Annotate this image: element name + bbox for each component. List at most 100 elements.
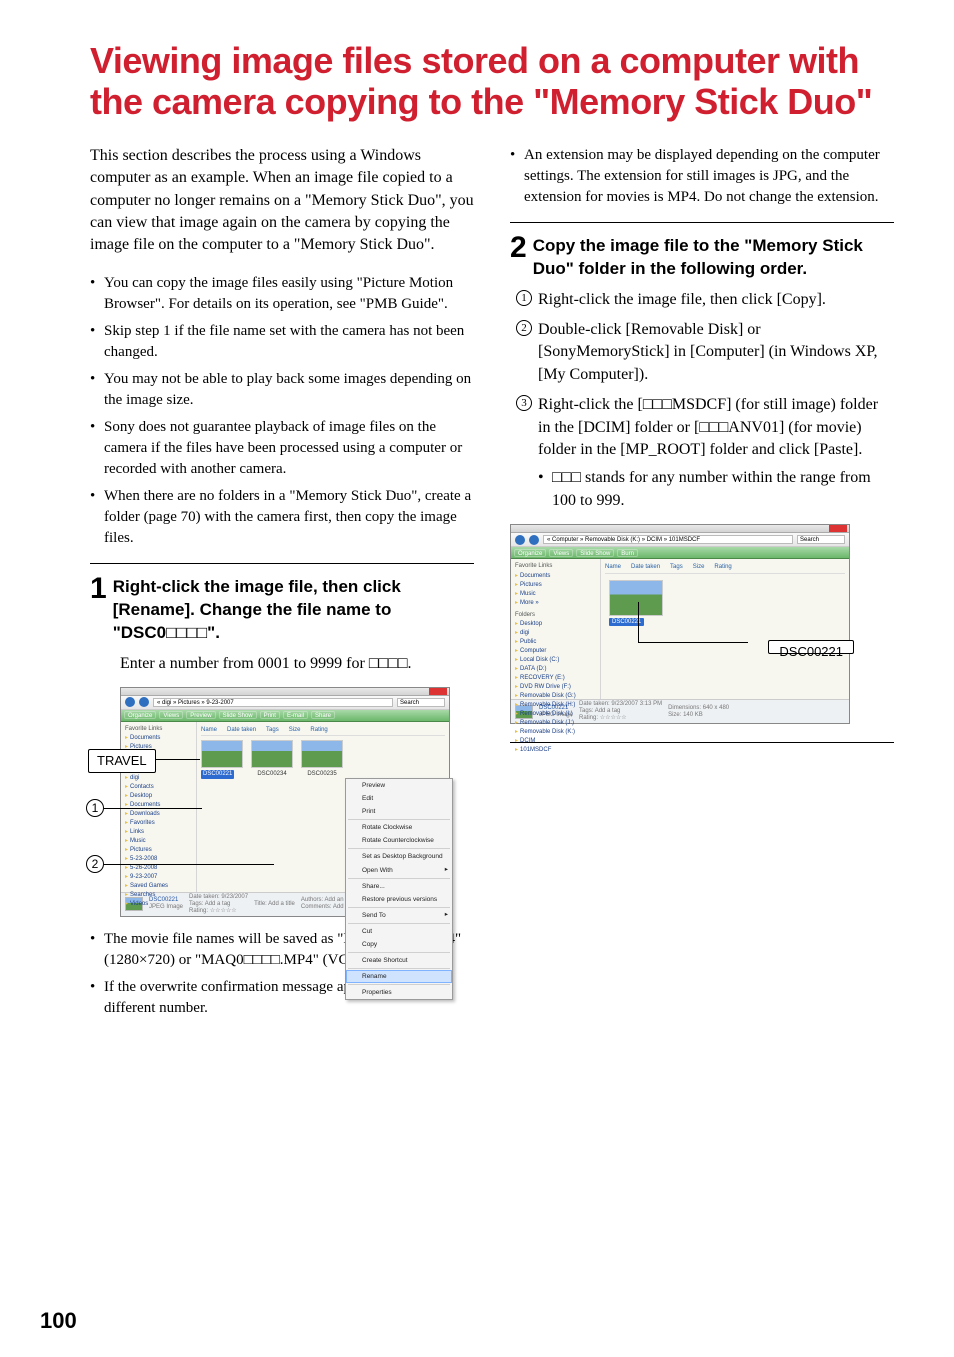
- nav-item: Contacts: [125, 783, 192, 792]
- thumbnail-row: DSC00221 DSC00234 DSC00235: [201, 740, 445, 779]
- substep-text: Double-click [Removable Disk] or [SonyMe…: [538, 321, 878, 383]
- nav-pane: Favorite Links Documents Pictures Folder…: [121, 722, 197, 892]
- horizontal-rule: [510, 222, 894, 223]
- nav-item: digi: [515, 629, 596, 638]
- list-item: Skip step 1 if the file name set with th…: [90, 321, 474, 363]
- nav-header: Folders: [515, 611, 596, 619]
- column-headers: Name Date taken Tags Size Rating: [201, 726, 445, 736]
- status-col: Date taken: 9/23/2007 Tags: Add a tag Ra…: [189, 894, 248, 915]
- menu-item: Properties: [346, 986, 452, 999]
- nav-item: Removable Disk (H:): [515, 701, 596, 710]
- back-icon: [125, 697, 135, 707]
- col-header: Name: [201, 726, 217, 734]
- context-menu: Preview Edit Print Rotate Clockwise Rota…: [345, 778, 453, 1000]
- nav-item: RECOVERY (E:): [515, 674, 596, 683]
- status-size: Size: 140 KB: [668, 712, 729, 719]
- window-chrome: [511, 525, 849, 533]
- list-item: When there are no folders in a "Memory S…: [90, 486, 474, 549]
- nav-item: Music: [125, 837, 192, 846]
- right-column: An extension may be displayed depending …: [510, 145, 894, 1033]
- toolbar-item: Share: [311, 711, 335, 719]
- menu-item: Rotate Clockwise: [346, 821, 452, 834]
- breadcrumb-path: « digi » Pictures » 9-23-2007: [153, 698, 393, 707]
- menu-separator: [348, 819, 450, 820]
- menu-item: Preview: [346, 779, 452, 792]
- nav-item: 5-26-2008: [125, 864, 192, 873]
- nav-item: Removable Disk (I:): [515, 710, 596, 719]
- nav-item: 5-23-2008: [125, 855, 192, 864]
- list-item: You may not be able to play back some im…: [90, 369, 474, 411]
- nav-item: 101MSDCF: [515, 746, 596, 755]
- nav-item: Links: [125, 828, 192, 837]
- list-item: An extension may be displayed depending …: [510, 145, 894, 208]
- menu-item: Create Shortcut: [346, 954, 452, 967]
- toolbar-item: Preview: [186, 711, 215, 719]
- right-bullet-list: An extension may be displayed depending …: [510, 145, 894, 208]
- menu-item: Set as Desktop Background: [346, 850, 452, 863]
- nav-item: Desktop: [515, 620, 596, 629]
- explorer-screenshot-2: « Computer » Removable Disk (K:) » DCIM …: [510, 524, 850, 724]
- col-header: Size: [693, 563, 705, 571]
- image-icon: [201, 740, 243, 768]
- content-pane: Name Date taken Tags Size Rating DSC0022…: [197, 722, 449, 892]
- col-header: Rating: [310, 726, 327, 734]
- address-bar: « digi » Pictures » 9-23-2007 Search: [121, 696, 449, 710]
- image-icon: [609, 580, 663, 616]
- menu-item: Open With: [346, 864, 452, 877]
- toolbar-item: Organize: [514, 549, 546, 557]
- substep-3: 3Right-click the [□□□MSDCF] (for still i…: [516, 394, 894, 512]
- nav-header: Favorite Links: [125, 725, 192, 733]
- col-header: Date taken: [227, 726, 256, 734]
- menu-separator: [348, 923, 450, 924]
- image-icon: [251, 740, 293, 768]
- nav-item: Videos: [125, 900, 192, 909]
- step-title: Copy the image file to the "Memory Stick…: [533, 235, 894, 281]
- step-number: 2: [510, 233, 527, 263]
- travel-callout: TRAVEL: [88, 749, 156, 773]
- menu-separator: [348, 878, 450, 879]
- thumbnail: DSC00221: [201, 740, 243, 779]
- col-header: Size: [289, 726, 301, 734]
- circled-3-icon: 3: [516, 395, 532, 411]
- dsc-callout: DSC00221: [768, 640, 854, 654]
- col-header: Tags: [266, 726, 279, 734]
- toolbar-item: Burn: [617, 549, 638, 557]
- thumb-caption: DSC00221: [201, 770, 234, 778]
- col-header: Rating: [714, 563, 731, 571]
- menu-item: Cut: [346, 925, 452, 938]
- forward-icon: [139, 697, 149, 707]
- step-2-header: 2 Copy the image file to the "Memory Sti…: [510, 235, 894, 281]
- list-item: Sony does not guarantee playback of imag…: [90, 417, 474, 480]
- thumbnail: DSC00234: [251, 740, 293, 779]
- toolbar-item: Slide Show: [576, 549, 614, 557]
- intro-bullet-list: You can copy the image files easily usin…: [90, 273, 474, 549]
- menu-separator: [348, 952, 450, 953]
- toolbar-item: Views: [549, 549, 573, 557]
- nav-item: Saved Games: [125, 882, 192, 891]
- status-dim: Dimensions: 640 x 480: [668, 705, 729, 712]
- callout-leader: [152, 759, 200, 760]
- callout-leader: [638, 602, 639, 642]
- thumbnail: DSC00221: [609, 580, 663, 627]
- step-2-substeps: 1Right-click the image file, then click …: [510, 289, 894, 513]
- col-header: Tags: [670, 563, 683, 571]
- status-tags: Tags: Add a tag: [189, 901, 248, 908]
- menu-separator: [348, 984, 450, 985]
- nav-item: Removable Disk (K:): [515, 728, 596, 737]
- nav-item: Pictures: [125, 846, 192, 855]
- nav-item: Pictures: [515, 581, 596, 590]
- marker-leader: [104, 864, 274, 865]
- window-chrome: [121, 688, 449, 696]
- menu-item: Edit: [346, 792, 452, 805]
- toolbar: Organize Views Slide Show Burn: [511, 547, 849, 559]
- menu-separator: [348, 968, 450, 969]
- menu-item: Share...: [346, 880, 452, 893]
- circled-2-icon: 2: [516, 320, 532, 336]
- menu-item: Copy: [346, 938, 452, 951]
- thumb-caption: DSC00235: [301, 770, 343, 778]
- status-col: Dimensions: 640 x 480 Size: 140 KB: [668, 705, 729, 719]
- status-title: Title: Add a title: [254, 901, 295, 908]
- nav-item: digi: [125, 774, 192, 783]
- left-column: This section describes the process using…: [90, 145, 474, 1033]
- status-rating: Rating: ☆☆☆☆☆: [189, 908, 248, 915]
